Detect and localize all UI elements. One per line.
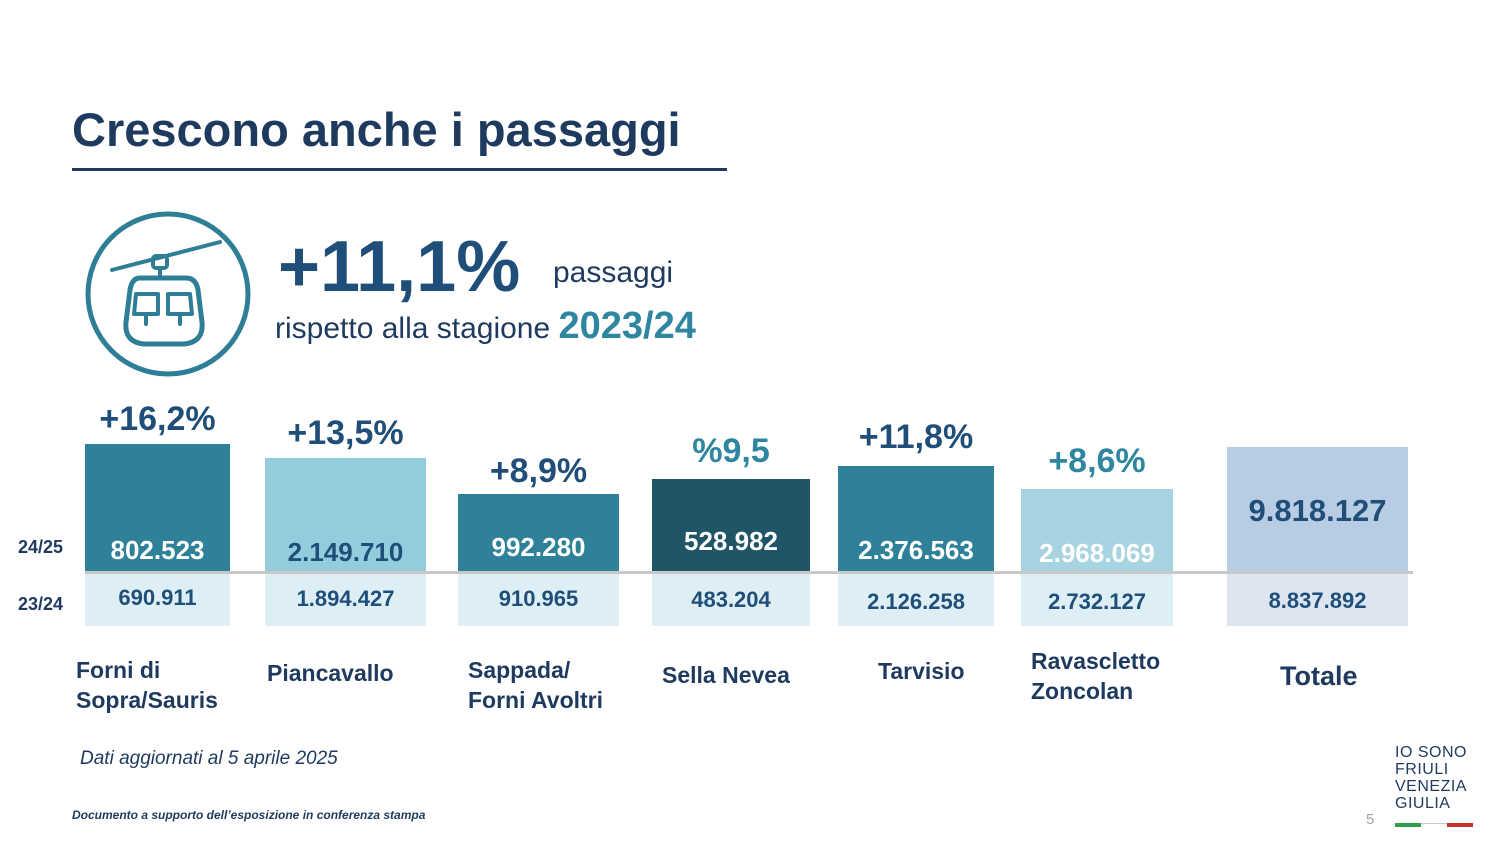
- category-label: Sella Nevea: [662, 662, 790, 688]
- growth-label: +8,9%: [490, 452, 587, 490]
- growth-label: +16,2%: [99, 400, 215, 438]
- flag-white: [1421, 823, 1447, 827]
- value-label-current: 528.982: [684, 526, 778, 556]
- footer-text: Documento a supporto dell’esposizione in…: [72, 808, 426, 822]
- growth-label: +11,8%: [859, 418, 973, 456]
- bar-previous: [458, 573, 619, 626]
- flag-green: [1395, 823, 1421, 827]
- comparison-season: 2023/24: [558, 305, 696, 347]
- logo-line-2: FRIULI: [1395, 761, 1449, 778]
- category-label: Ravascletto Zoncolan: [1031, 648, 1161, 704]
- chart-baseline: [85, 571, 1413, 574]
- bar-previous: [265, 573, 426, 626]
- headline-comparison: rispetto alla stagione 2023/24: [275, 306, 696, 349]
- bar-previous: [1227, 573, 1408, 626]
- growth-label: +13,5%: [287, 414, 403, 452]
- bar-current: [265, 458, 426, 573]
- row-label-current: 24/25: [18, 537, 64, 557]
- value-label-previous: 1.894.427: [297, 586, 395, 611]
- title-underline: [72, 168, 727, 171]
- flag-red: [1447, 823, 1473, 827]
- bar-current: [838, 466, 994, 573]
- value-label-previous: 8.837.892: [1269, 588, 1367, 613]
- bar-previous: [85, 573, 230, 626]
- bar-current: [85, 444, 230, 573]
- value-label-current: 9.818.127: [1249, 493, 1387, 528]
- page-title: Crescono anche i passaggi: [72, 103, 681, 156]
- category-label: Tarvisio: [878, 658, 965, 684]
- value-label-current: 2.968.069: [1039, 538, 1155, 568]
- bar-previous: [1021, 573, 1173, 626]
- bar-current: [1227, 447, 1408, 573]
- growth-label: +8,6%: [1048, 442, 1145, 480]
- cable-car-icon: [84, 210, 252, 378]
- logo-flag-stripe: [1395, 814, 1473, 827]
- row-label-previous: 23/24: [18, 594, 64, 614]
- brand-logo: IO SONO FRIULI VENEZIA GIULIA: [1395, 744, 1473, 827]
- value-label-previous: 2.126.258: [867, 589, 965, 614]
- bar-current: [458, 494, 619, 573]
- data-note: Dati aggiornati al 5 aprile 2025: [80, 748, 338, 769]
- logo-line-3: VENEZIA: [1395, 778, 1467, 795]
- bar-previous: [652, 573, 810, 626]
- page-number: 5: [1366, 811, 1375, 828]
- value-label-current: 802.523: [111, 535, 205, 565]
- bar-current: [652, 479, 810, 573]
- bar-previous: [838, 573, 994, 626]
- category-label: Sappada/ Forni Avoltri: [468, 657, 604, 713]
- value-label-previous: 690.911: [118, 585, 196, 610]
- logo-line-4: GIULIA: [1395, 795, 1451, 812]
- bar-current: [1021, 489, 1173, 573]
- headline-label: passaggi: [553, 256, 674, 289]
- comparison-prefix: rispetto alla stagione: [275, 312, 559, 345]
- category-label: Forni di Sopra/Sauris: [76, 657, 218, 713]
- growth-label: %9,5: [692, 432, 770, 470]
- value-label-current: 992.280: [492, 532, 586, 562]
- headline-percent: +11,1%: [278, 227, 521, 307]
- value-label-previous: 2.732.127: [1048, 589, 1146, 614]
- value-label-previous: 910.965: [499, 586, 579, 611]
- category-label: Piancavallo: [267, 660, 394, 686]
- value-label-previous: 483.204: [691, 587, 771, 612]
- category-label: Totale: [1280, 661, 1358, 691]
- value-label-current: 2.149.710: [288, 537, 404, 567]
- logo-line-1: IO SONO: [1395, 744, 1467, 761]
- value-label-current: 2.376.563: [858, 535, 974, 565]
